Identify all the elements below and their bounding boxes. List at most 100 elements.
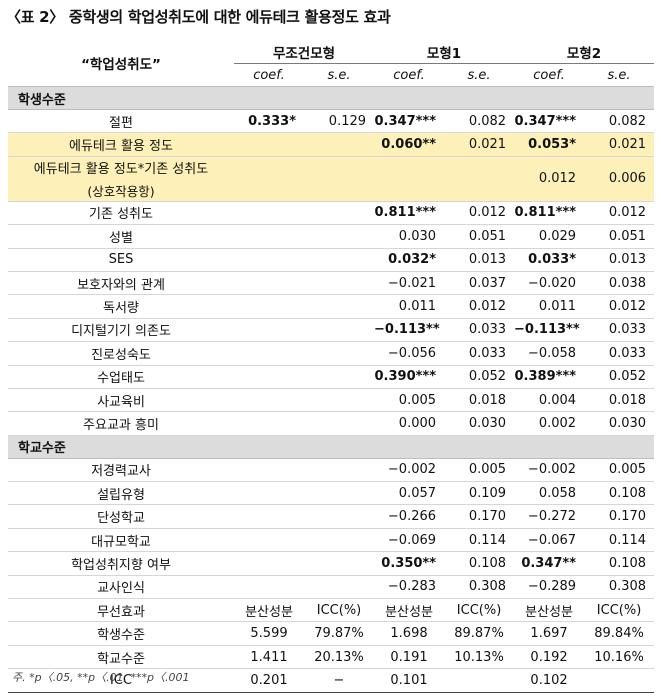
se-cell (304, 341, 375, 366)
coef-cell: −0.069 (374, 528, 445, 553)
table-row: 수업태도 0.390*** 0.052 0.389*** 0.052 (8, 365, 655, 389)
model-header-2: 모형2 (514, 40, 655, 64)
table-row: 성별 0.030 0.051 0.029 0.051 (8, 224, 655, 249)
se-cell: 0.052 (444, 365, 515, 389)
coef-cell: 1.697 (514, 621, 585, 646)
se-cell: 0.129 (304, 109, 375, 134)
row-label-text: 독서량 (103, 301, 139, 317)
table-row: 학생수준 5.599 79.87% 1.698 89.87% 1.697 89.84% (8, 621, 655, 646)
coef-cell (234, 504, 304, 529)
coef-cell (234, 156, 304, 202)
se-cell: 0.082 (444, 109, 515, 134)
se-cell: 20.13% (304, 645, 375, 670)
row-label: 사교육비 (8, 388, 234, 413)
table-caption: 〈표 2〉 중학생의 학업성취도에 대한 에듀테크 활용정도 효과 (6, 8, 391, 26)
table-row: 교사인식 −0.283 0.308 −0.289 0.308 (8, 575, 655, 600)
se-cell: 0.051 (444, 224, 515, 249)
coef-cell: −0.272 (514, 504, 585, 529)
coef-cell: −0.113** (514, 318, 585, 343)
coef-cell (234, 248, 304, 272)
random-effects-label: 무선효과 (8, 598, 234, 623)
table-row: 학교수준 1.411 20.13% 0.191 10.13% 0.192 10.16% (8, 645, 655, 670)
coef-cell: 0.005 (374, 388, 445, 413)
coef-cell (234, 224, 304, 249)
row-label-text: 대규모학교 (91, 534, 151, 550)
row-label-text: 에듀테크 활용 정도 (69, 139, 173, 155)
coef-cell: −0.289 (514, 575, 585, 600)
random-col-header: ICC(%) (584, 598, 655, 623)
coef-cell: 5.599 (234, 621, 304, 646)
coef-cell: 0.192 (514, 645, 585, 670)
row-label-text: 단성학교 (97, 511, 145, 527)
se-cell (444, 156, 515, 202)
row-label: 에듀테크 활용 정도*기존 성취도 (상호작용항) (8, 156, 234, 202)
coef-cell (234, 575, 304, 600)
row-label-text: 교사인식 (97, 581, 145, 597)
se-cell: 0.037 (444, 271, 515, 296)
se-cell (304, 201, 375, 226)
se-cell: 0.114 (444, 528, 515, 553)
coef-cell: −0.067 (514, 528, 585, 553)
se-cell: 89.87% (444, 621, 515, 646)
se-cell: 0.170 (584, 504, 655, 529)
row-label-text: 학업성취지향 여부 (71, 557, 171, 573)
coef-cell (234, 318, 304, 343)
row-label-text: 기존 성취도 (89, 207, 153, 223)
row-label: 설립유형 (8, 481, 234, 506)
table-row: 저경력교사 −0.002 0.005 −0.002 0.005 (8, 458, 655, 483)
header-row-models: “학업성취도” 무조건모형 모형1 모형2 (8, 40, 655, 73)
se-cell: 89.84% (584, 621, 655, 646)
table-row: 대규모학교 −0.069 0.114 −0.067 0.114 (8, 528, 655, 553)
coef-cell: 0.191 (374, 645, 445, 670)
se-cell (304, 388, 375, 413)
row-label: 독서량 (8, 294, 234, 319)
row-label-text: 저경력교사 (91, 464, 151, 480)
table-row: 진로성숙도 −0.056 0.033 −0.058 0.033 (8, 341, 655, 366)
row-label-text: 에듀테크 활용 정도*기존 성취도 (33, 161, 209, 177)
se-cell (584, 668, 655, 693)
table-row: 단성학교 −0.266 0.170 −0.272 0.170 (8, 504, 655, 529)
coef-cell (374, 156, 445, 202)
coef-cell (234, 411, 304, 436)
table-row: 보호자와의 관계 −0.021 0.037 −0.020 0.038 (8, 271, 655, 296)
coef-cell: 0.390*** (374, 365, 445, 389)
random-col-header: 분산성분 (374, 598, 445, 623)
se-cell (304, 132, 375, 157)
se-cell (304, 551, 375, 576)
row-label-text: 수업태도 (97, 371, 145, 387)
se-cell: 0.038 (584, 271, 655, 296)
se-cell: 0.109 (444, 481, 515, 506)
se-cell (304, 481, 375, 506)
coef-cell (234, 481, 304, 506)
section-student: 학생수준 (8, 86, 655, 110)
row-label-text: ICC (110, 672, 132, 688)
se-cell: 0.170 (444, 504, 515, 529)
coef-cell: −0.266 (374, 504, 445, 529)
coef-cell: 0.030 (374, 224, 445, 249)
se-cell: 0.018 (584, 388, 655, 413)
se-cell (304, 156, 375, 202)
coef-cell (234, 132, 304, 157)
se-cell: 0.018 (444, 388, 515, 413)
coef-cell: 1.411 (234, 645, 304, 670)
se-cell: 0.021 (444, 132, 515, 157)
coef-cell: 0.347*** (374, 109, 445, 134)
model-header-null: 무조건모형 (234, 40, 375, 64)
coef-cell: 0.333* (234, 109, 304, 134)
row-label: 보호자와의 관계 (8, 271, 234, 296)
coef-cell: 0.002 (514, 411, 585, 436)
coef-cell (234, 551, 304, 576)
row-label-text: 학생수준 (97, 628, 145, 644)
row-label: 저경력교사 (8, 458, 234, 483)
se-cell: 0.012 (584, 201, 655, 226)
table-row: 주요교과 흥미 0.000 0.030 0.002 0.030 (8, 411, 655, 436)
se-cell: 0.012 (584, 294, 655, 319)
row-label-text: 디지털기기 의존도 (71, 324, 171, 340)
se-cell (304, 365, 375, 389)
row-label: 학업성취지향 여부 (8, 551, 234, 576)
section-label: 학교수준 (8, 434, 655, 459)
se-cell: 0.051 (584, 224, 655, 249)
regression-table: “학업성취도” 무조건모형 모형1 모형2 coef. s.e. coef. s… (8, 40, 655, 693)
row-label-text: 진로성숙도 (91, 347, 151, 363)
coef-cell (234, 388, 304, 413)
